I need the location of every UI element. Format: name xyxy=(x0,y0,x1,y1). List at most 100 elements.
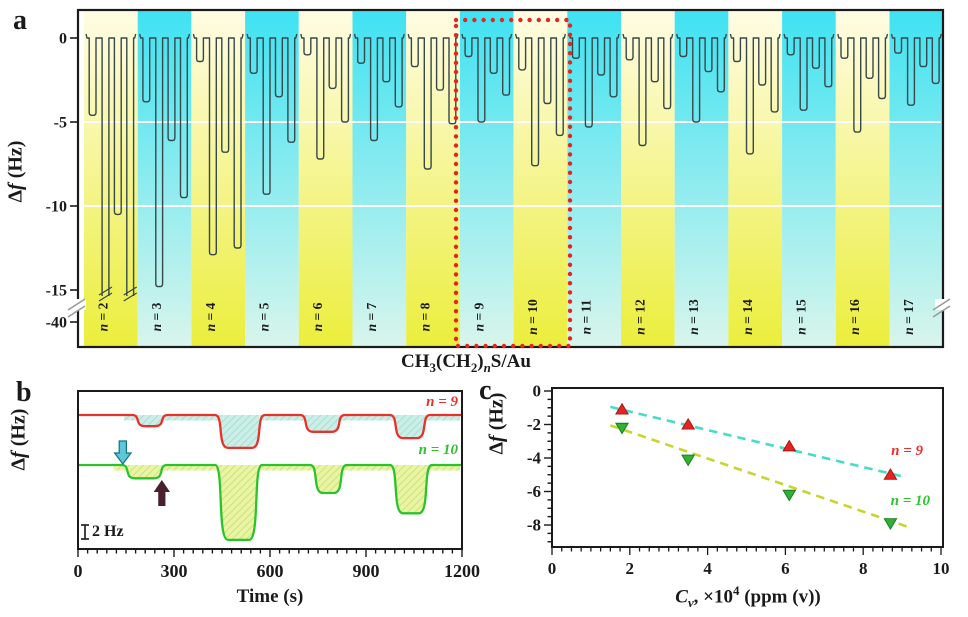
n-symbol: n xyxy=(891,443,900,459)
xlabel-part: (ppm (v)) xyxy=(739,586,821,608)
band-n17 xyxy=(889,11,944,346)
band-n4 xyxy=(191,11,246,346)
y-tick-label: -40 xyxy=(46,315,67,332)
y-tick-label: -6 xyxy=(527,482,541,501)
qcm-trace-n5 xyxy=(246,33,298,195)
band-label-n11: n = 11 xyxy=(579,299,594,334)
x-tick-label: 1200 xyxy=(444,561,480,581)
panel-b-ylabel: Δf (Hz) xyxy=(8,392,31,488)
panel-b-letter: b xyxy=(16,377,32,408)
baseline-strip-red xyxy=(124,415,460,421)
y-tick-label: -15 xyxy=(46,283,67,300)
highlight-box-n9-n10 xyxy=(453,17,573,349)
panel-c-frame xyxy=(551,387,944,548)
marker-triangle-down-n10 xyxy=(782,489,797,502)
band-n16 xyxy=(835,11,890,346)
band-label-n9: n = 9 xyxy=(471,302,486,331)
qcm-trace-n8 xyxy=(407,33,459,170)
x-tick-label: 300 xyxy=(161,561,188,581)
equals: = xyxy=(898,493,915,509)
n-symbol: n xyxy=(426,394,435,410)
band-label-n15: n = 15 xyxy=(794,299,809,335)
delta-symbol: Δ xyxy=(485,441,508,455)
dip-fill-green xyxy=(78,465,462,540)
marker-triangle-up-n9 xyxy=(883,468,898,480)
band-n13 xyxy=(674,11,729,346)
qcm-trace-n10 xyxy=(514,33,566,167)
band-n12 xyxy=(621,11,675,346)
band-n3 xyxy=(137,11,192,346)
marker-triangle-down-n10 xyxy=(681,454,696,467)
f-symbol: f xyxy=(4,183,27,190)
xlabel-part: , ×10 xyxy=(693,586,733,608)
cv-symbol: C xyxy=(675,586,688,608)
hz-unit: (Hz) xyxy=(4,140,27,184)
band-n6 xyxy=(298,11,353,346)
band-label-n4: n = 4 xyxy=(203,302,218,331)
delta-symbol: Δ xyxy=(7,457,30,471)
time-trace-red xyxy=(78,413,462,450)
f-symbol: f xyxy=(485,435,508,442)
trend-line-n10 xyxy=(609,424,911,529)
y-tick-label: -4 xyxy=(527,449,542,468)
n-symbol: n xyxy=(418,442,427,458)
xlabel-exp: 4 xyxy=(733,583,740,598)
trace-break-mark xyxy=(98,286,113,296)
cv-sub: v xyxy=(687,595,694,611)
hz-unit: (Hz) xyxy=(485,392,508,436)
qcm-trace-n7 xyxy=(353,33,405,142)
marker-triangle-up-n9 xyxy=(782,439,797,452)
qcm-trace-n11 xyxy=(568,33,620,128)
formula-part: (CH xyxy=(436,351,471,372)
x-tick-label: 10 xyxy=(933,559,950,578)
band-label-n16: n = 16 xyxy=(847,299,862,335)
n-value: 9 xyxy=(915,443,924,459)
qcm-trace-n9 xyxy=(461,33,513,123)
qcm-trace-n15 xyxy=(783,33,835,111)
panel-a-ylabel: Δf (Hz) xyxy=(5,124,28,220)
baseline-strip-green xyxy=(113,465,460,471)
y-tick-label: -10 xyxy=(46,199,67,216)
qcm-trace-n4 xyxy=(192,33,244,256)
panel-a-chart: n = 2 n = 3 n = 4 n = 5 n = 6 n = 7 n = 8 n = 9… xyxy=(46,8,951,349)
trace-break-mark xyxy=(123,286,137,296)
marker-triangle-down-n10 xyxy=(615,422,630,435)
time-trace-green xyxy=(78,463,462,542)
axis-break-slash xyxy=(932,305,951,318)
band-n2 xyxy=(84,11,138,346)
band-label-n12: n = 12 xyxy=(632,299,647,335)
axis-break-gap xyxy=(935,299,951,310)
panel-c-chart: 0 -2 -4 -6 -8 0 2 4 6 8 10 xyxy=(527,382,950,579)
panel-b-series-label-n10: n = 10 xyxy=(390,442,458,459)
band-label-n8: n = 8 xyxy=(418,302,433,331)
band-label-n7: n = 7 xyxy=(364,302,379,331)
y-tick-label: -2 xyxy=(527,415,541,434)
y-tick-label: -5 xyxy=(54,115,67,132)
axis-break-slash xyxy=(67,298,86,311)
formula-part: ) xyxy=(477,351,484,372)
formula-sub: 3 xyxy=(429,359,436,375)
down-arrow-icon xyxy=(113,440,133,466)
qcm-trace-n16 xyxy=(837,33,889,133)
qcm-trace-n2 xyxy=(85,33,137,296)
axis-break-gap xyxy=(70,299,86,310)
x-tick-label: 8 xyxy=(859,559,868,578)
band-n7 xyxy=(352,11,407,346)
equals: = xyxy=(426,442,443,458)
n-value: 10 xyxy=(443,442,458,458)
axis-break-slash xyxy=(932,298,951,311)
hz-unit: (Hz) xyxy=(7,408,30,452)
trace-break-mark xyxy=(98,292,113,302)
up-arrow-icon xyxy=(153,480,171,506)
formula-sub-n: n xyxy=(483,359,491,375)
y-tick-label: 0 xyxy=(59,31,67,48)
x-tick-label: 2 xyxy=(626,559,635,578)
band-n11 xyxy=(567,11,621,346)
equals: = xyxy=(899,443,916,459)
x-tick-label: 0 xyxy=(548,559,557,578)
dip-fill-red xyxy=(78,415,462,448)
band-label-n3: n = 3 xyxy=(149,302,164,331)
n-value: 9 xyxy=(450,394,459,410)
